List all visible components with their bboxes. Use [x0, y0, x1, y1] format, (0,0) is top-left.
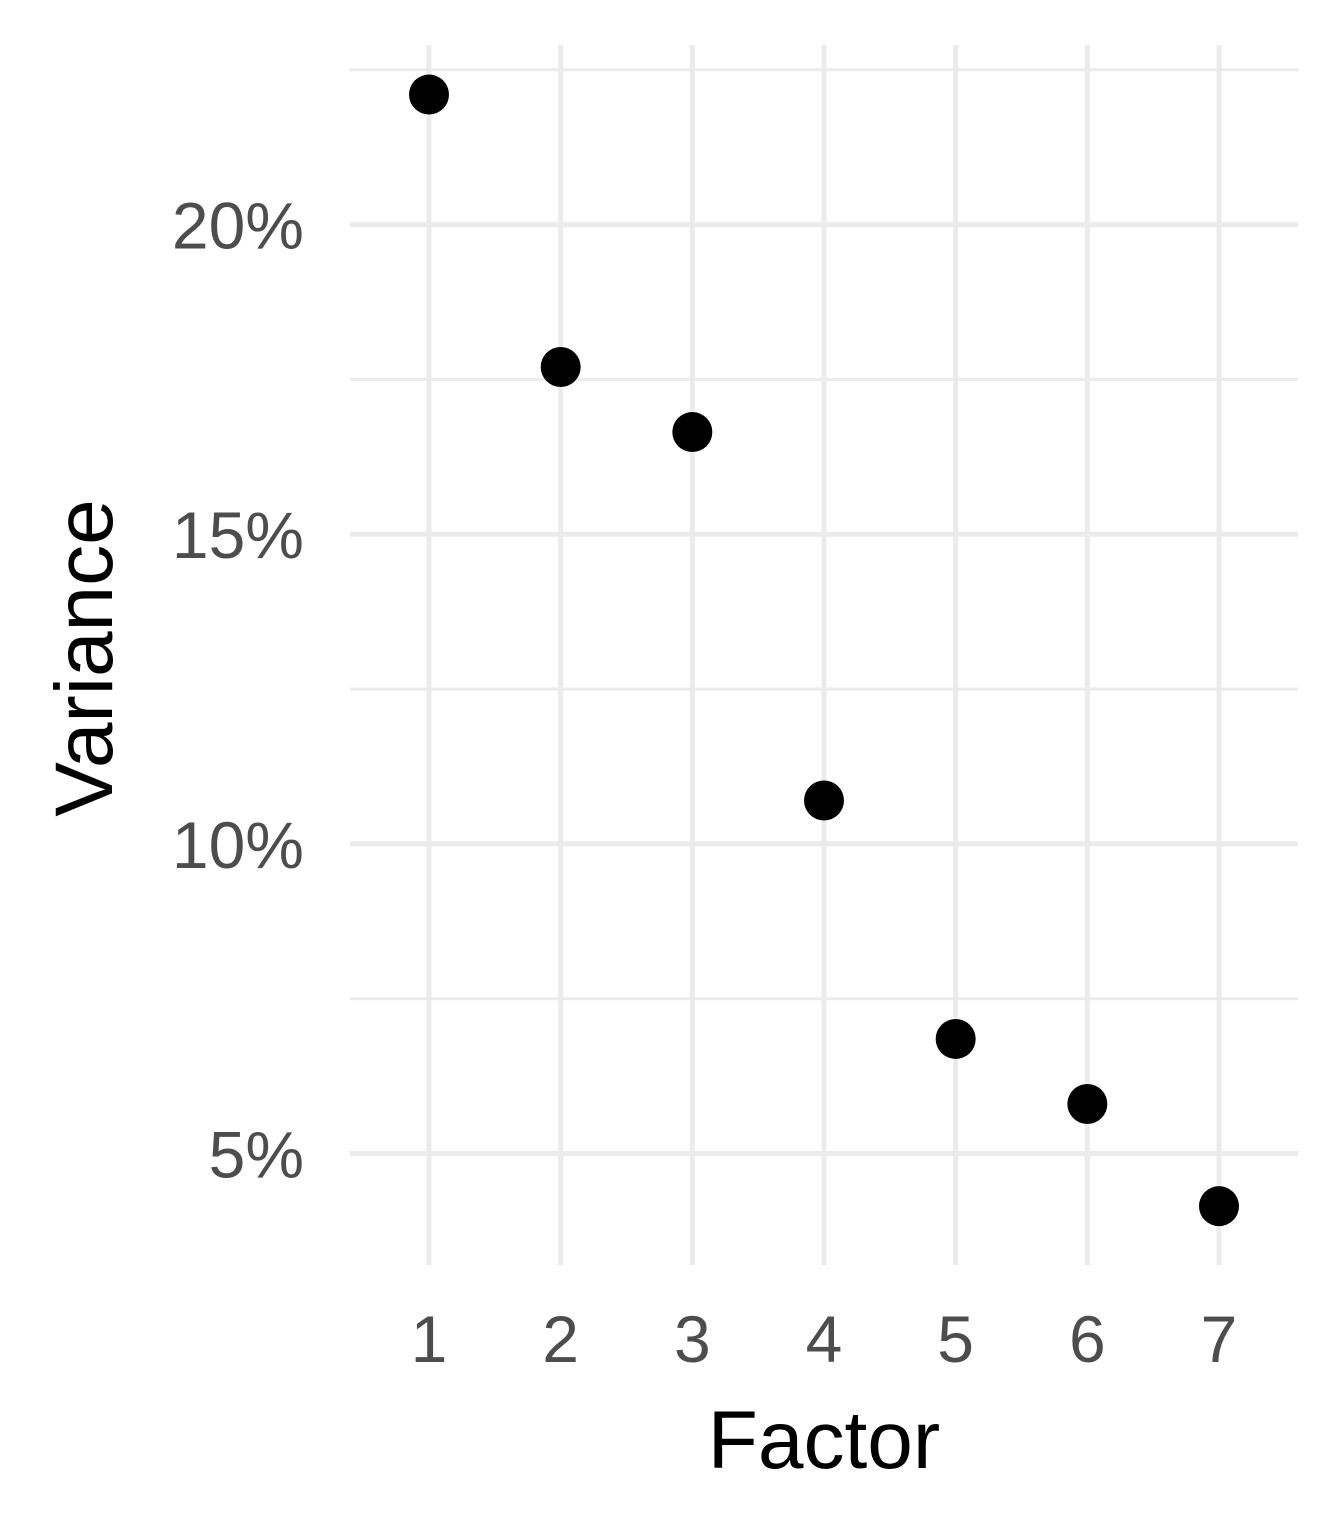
x-tick-label: 1 — [411, 1302, 448, 1376]
y-tick-label: 5% — [209, 1118, 304, 1192]
y-tick-label: 15% — [172, 498, 304, 572]
data-point — [1199, 1186, 1239, 1227]
data-points — [409, 74, 1239, 1227]
x-tick-label: 7 — [1201, 1302, 1238, 1376]
x-axis-ticks: 1 2 3 4 5 6 7 — [411, 1302, 1238, 1376]
grid — [350, 45, 1298, 1265]
data-point — [672, 412, 713, 453]
y-axis-title: Variance — [39, 499, 130, 817]
x-tick-label: 4 — [806, 1302, 843, 1376]
data-point — [1067, 1083, 1108, 1124]
data-point — [935, 1018, 976, 1059]
y-axis-ticks: 5% 10% 15% 20% — [172, 189, 304, 1192]
x-tick-label: 3 — [674, 1302, 711, 1376]
data-point — [804, 780, 844, 821]
y-tick-label: 20% — [172, 189, 304, 263]
x-tick-label: 6 — [1069, 1302, 1106, 1376]
x-tick-label: 2 — [542, 1302, 579, 1376]
x-tick-label: 5 — [937, 1302, 974, 1376]
x-axis-title: Factor — [708, 1395, 940, 1486]
y-tick-label: 10% — [172, 808, 304, 882]
data-point — [540, 347, 581, 388]
data-point — [409, 74, 449, 115]
